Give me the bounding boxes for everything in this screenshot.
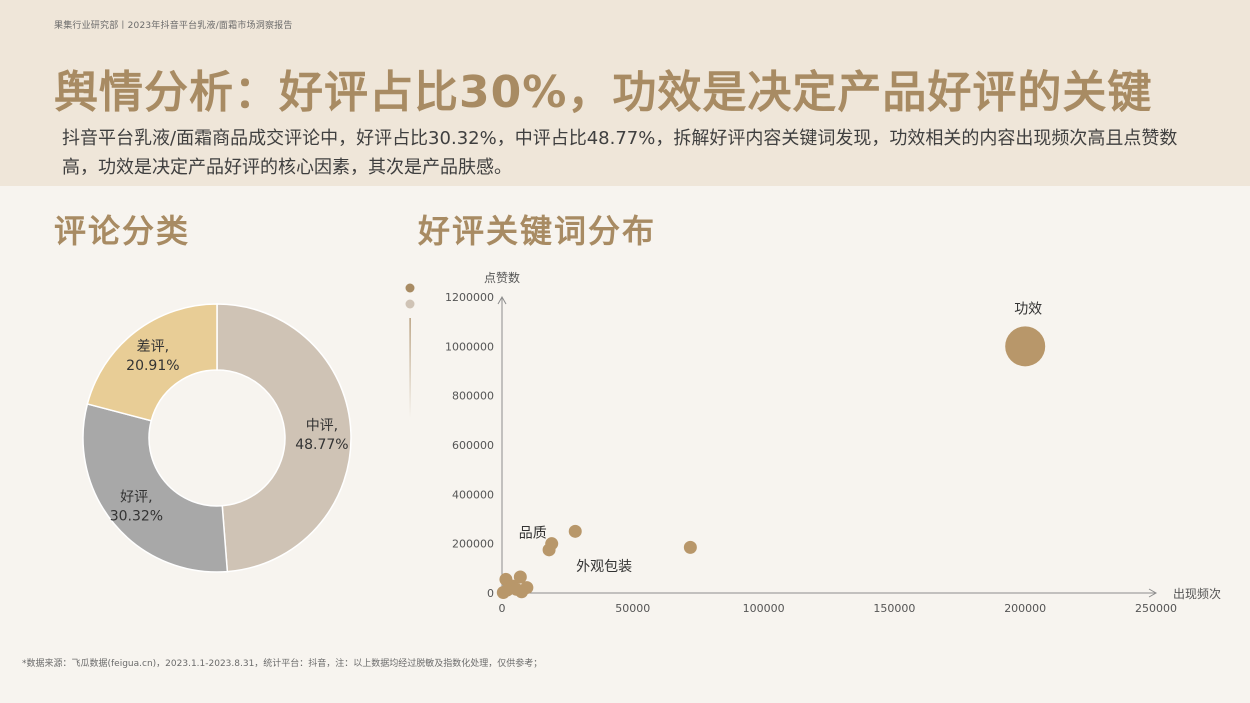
y-tick-label: 600000 (452, 439, 494, 452)
section-title-comment-category: 评论分类 (54, 212, 191, 250)
donut-slice (216, 303, 352, 573)
footnote: *数据来源：飞瓜数据(feigua.cn)，2023.1.1-2023.8.31… (22, 659, 543, 669)
y-tick-label: 1000000 (445, 340, 494, 353)
page-title: 舆情分析：好评占比30%，功效是决定产品好评的关键 (54, 67, 1153, 118)
x-tick-label: 200000 (1004, 602, 1046, 615)
slice-value: 30.32% (110, 508, 163, 524)
donut-slice (86, 303, 218, 422)
header-band (0, 0, 1250, 186)
x-axis-label: 出现频次 (1173, 587, 1221, 601)
report-source: 果集行业研究部丨2023年抖音平台乳液/面霜市场洞察报告 (54, 21, 293, 31)
slice-value: 48.77% (295, 437, 348, 453)
point-label: 品质 (519, 526, 547, 542)
x-tick-label: 0 (499, 602, 506, 615)
legend-marker (405, 299, 415, 309)
legend-gradient-bar (409, 318, 411, 418)
donut-slice (82, 403, 229, 573)
point-label: 功效 (1014, 301, 1042, 317)
scatter-point (509, 582, 523, 596)
y-tick-label: 400000 (452, 488, 494, 501)
y-tick-label: 0 (487, 587, 494, 600)
legend-marker (405, 283, 415, 293)
page-subtitle: 抖音平台乳液/面霜商品成交评论中，好评占比30.32%，中评占比48.77%，拆… (62, 128, 1178, 178)
slice-label: 中评, (306, 418, 338, 434)
y-axis-arrow (497, 295, 507, 305)
scatter-point (683, 540, 697, 554)
x-tick-label: 150000 (873, 602, 915, 615)
donut-chart: 中评, 48.77% 好评, 30.32% 差评, 20.91% (82, 303, 352, 573)
scatter-point (513, 570, 527, 584)
scatter-point (542, 543, 556, 557)
scatter-point (496, 586, 510, 600)
slice-label: 好评, (120, 489, 152, 505)
section-title-keyword-distribution: 好评关键词分布 (418, 212, 657, 250)
x-tick-label: 250000 (1135, 602, 1177, 615)
y-tick-label: 200000 (452, 538, 494, 551)
slice-label: 差评, (137, 339, 169, 355)
scatter-point (1005, 326, 1046, 367)
y-tick-label: 800000 (452, 390, 494, 403)
y-tick-label: 1200000 (445, 291, 494, 304)
scatter-point (568, 524, 582, 538)
slice-value: 20.91% (126, 358, 179, 374)
scatter-chart: 出现频次 点赞数 0 50000 100000 150000 200000 250000 0 20… (405, 270, 1221, 615)
x-tick-label: 50000 (615, 602, 650, 615)
y-axis-label: 点赞数 (484, 270, 520, 285)
point-label: 外观包装 (576, 559, 632, 575)
x-axis-arrow (1148, 588, 1158, 598)
x-tick-label: 100000 (743, 602, 785, 615)
